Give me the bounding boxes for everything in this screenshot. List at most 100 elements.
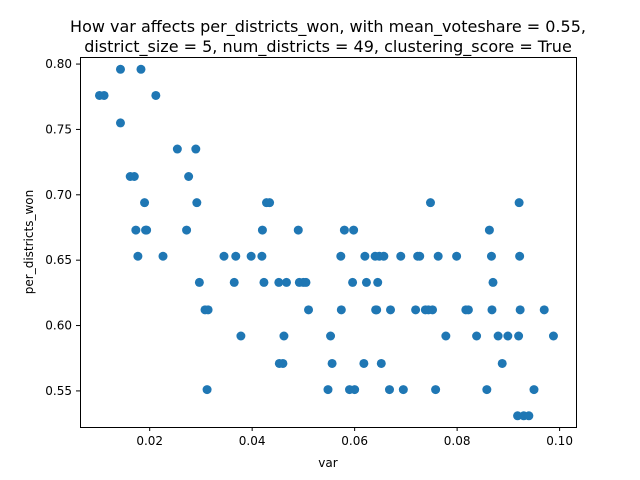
data-point	[515, 251, 525, 261]
data-point	[184, 171, 194, 181]
data-point	[411, 305, 421, 315]
y-tick-label: 0.60	[45, 319, 72, 333]
data-point	[396, 251, 406, 261]
data-point	[99, 90, 109, 100]
y-tick-label: 0.70	[45, 188, 72, 202]
y-axis-label: per_districts_won	[22, 190, 36, 294]
x-tick-label: 0.06	[341, 434, 368, 448]
data-point	[136, 64, 146, 74]
data-point	[493, 331, 503, 341]
data-point	[257, 225, 267, 235]
data-point	[386, 305, 396, 315]
plot-frame	[80, 57, 577, 428]
data-point	[259, 277, 269, 287]
data-point	[482, 385, 492, 395]
x-axis-label: var	[318, 456, 337, 470]
data-point	[503, 331, 513, 341]
data-point	[140, 198, 150, 208]
data-point	[497, 358, 507, 368]
x-tick-label: 0.02	[136, 434, 163, 448]
data-point	[513, 411, 523, 421]
data-point	[415, 251, 425, 261]
data-point	[301, 277, 311, 287]
data-point	[472, 331, 482, 341]
data-point	[336, 251, 346, 261]
data-point	[142, 225, 152, 235]
data-point	[463, 305, 473, 315]
data-point	[203, 305, 213, 315]
data-point	[452, 251, 462, 261]
data-point	[484, 225, 494, 235]
data-point	[281, 277, 291, 287]
data-point	[257, 251, 267, 261]
data-point	[361, 277, 371, 287]
data-point	[265, 198, 275, 208]
data-point	[219, 251, 229, 261]
ticks-layer: 0.02 0.04 0.06 0.08 0.10 0.55 0.60 0.65 0.70 0.75…	[45, 57, 573, 448]
data-point	[433, 251, 443, 261]
data-point	[158, 251, 168, 261]
data-point	[172, 144, 182, 154]
data-point	[372, 305, 382, 315]
y-tick-label: 0.80	[45, 57, 72, 71]
data-point	[350, 385, 360, 395]
data-point	[376, 358, 386, 368]
data-point	[182, 225, 192, 235]
data-point	[428, 305, 438, 315]
data-point	[425, 198, 435, 208]
data-point	[115, 64, 125, 74]
data-point	[360, 251, 370, 261]
data-point	[236, 331, 246, 341]
data-point	[279, 331, 289, 341]
data-point	[194, 277, 204, 287]
data-point	[191, 144, 201, 154]
data-point	[488, 277, 498, 287]
data-point	[539, 305, 549, 315]
data-point	[133, 251, 143, 261]
data-point	[514, 198, 524, 208]
data-point	[202, 385, 212, 395]
data-point	[336, 305, 346, 315]
data-point	[131, 225, 141, 235]
data-point	[441, 331, 451, 341]
data-point	[304, 305, 314, 315]
data-point	[548, 331, 558, 341]
data-point	[231, 251, 241, 261]
x-tick-label: 0.04	[239, 434, 266, 448]
data-point	[515, 305, 525, 315]
y-tick-label: 0.55	[45, 384, 72, 398]
data-point	[151, 90, 161, 100]
data-point	[293, 225, 303, 235]
y-tick-label: 0.75	[45, 122, 72, 136]
data-point	[514, 331, 524, 341]
data-point	[327, 358, 337, 368]
data-point	[398, 385, 408, 395]
data-point	[115, 118, 125, 128]
data-point	[529, 385, 539, 395]
data-point	[278, 358, 288, 368]
chart-title-line-2: district_size = 5, num_districts = 49, c…	[84, 37, 572, 57]
data-point	[373, 277, 383, 287]
data-point	[348, 277, 358, 287]
data-point	[129, 171, 139, 181]
x-tick-label: 0.10	[546, 434, 573, 448]
data-point	[431, 385, 441, 395]
data-point	[359, 358, 369, 368]
data-point	[246, 251, 256, 261]
data-point	[274, 277, 284, 287]
data-point	[384, 385, 394, 395]
data-point	[487, 305, 497, 315]
chart-title-line-1: How var affects per_districts_won, with …	[70, 17, 586, 37]
data-point	[339, 225, 349, 235]
data-point	[229, 277, 239, 287]
y-tick-label: 0.65	[45, 253, 72, 267]
x-tick-label: 0.08	[444, 434, 471, 448]
data-point	[326, 331, 336, 341]
data-point	[349, 225, 359, 235]
points-layer	[94, 64, 558, 421]
data-point	[379, 251, 389, 261]
data-point	[486, 251, 496, 261]
data-point	[524, 411, 534, 421]
